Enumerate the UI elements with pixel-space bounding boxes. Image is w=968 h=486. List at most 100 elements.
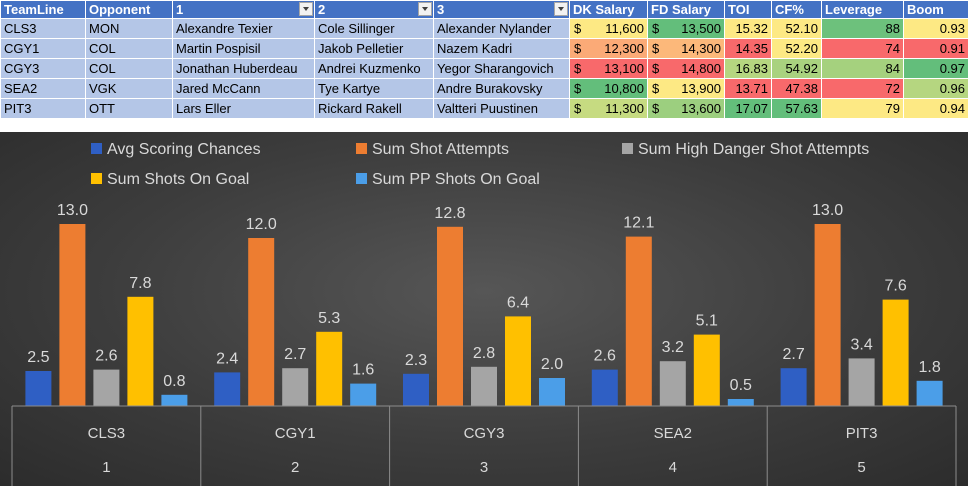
column-header-label: DK Salary bbox=[573, 2, 635, 17]
cell-cf[interactable]: 57.63 bbox=[771, 98, 822, 119]
cell-teamline[interactable]: CGY1 bbox=[0, 38, 86, 59]
column-header-6[interactable]: FD Salary bbox=[647, 0, 725, 19]
data-label: 5.3 bbox=[318, 310, 340, 327]
chart-area[interactable]: Avg Scoring Chances Sum Shot Attempts Sum … bbox=[0, 132, 968, 486]
cell-p1[interactable]: Jared McCann bbox=[172, 78, 315, 99]
column-header-1[interactable]: Opponent bbox=[85, 0, 173, 19]
column-header-10[interactable]: Boom bbox=[903, 0, 968, 19]
cell-leverage[interactable]: 79 bbox=[821, 98, 904, 119]
filter-dropdown-icon[interactable] bbox=[299, 2, 313, 16]
cell-teamline[interactable]: SEA2 bbox=[0, 78, 86, 99]
cell-opponent[interactable]: OTT bbox=[85, 98, 173, 119]
cell-cf[interactable]: 54.92 bbox=[771, 58, 822, 79]
data-label: 2.5 bbox=[27, 349, 49, 366]
cell-cf[interactable]: 52.10 bbox=[771, 18, 822, 39]
cell-p2[interactable]: Andrei Kuzmenko bbox=[314, 58, 434, 79]
cell-dk[interactable]: $11,600 bbox=[569, 18, 648, 39]
cell-leverage[interactable]: 72 bbox=[821, 78, 904, 99]
cell-teamline[interactable]: PIT3 bbox=[0, 98, 86, 119]
cell-boom[interactable]: 0.91 bbox=[903, 38, 968, 59]
currency-symbol: $ bbox=[652, 81, 660, 96]
cell-opponent[interactable]: MON bbox=[85, 18, 173, 39]
legend-label: Sum Shots On Goal bbox=[107, 171, 249, 188]
category-number-label: 4 bbox=[669, 459, 677, 476]
bar bbox=[505, 316, 531, 406]
category-number-label: 2 bbox=[291, 459, 299, 476]
cell-p1[interactable]: Martin Pospisil bbox=[172, 38, 315, 59]
cell-boom[interactable]: 0.97 bbox=[903, 58, 968, 79]
category-label: CGY1 bbox=[275, 425, 316, 442]
cell-cf[interactable]: 52.20 bbox=[771, 38, 822, 59]
cell-p3[interactable]: Valtteri Puustinen bbox=[433, 98, 570, 119]
cell-p3[interactable]: Nazem Kadri bbox=[433, 38, 570, 59]
cell-p3[interactable]: Yegor Sharangovich bbox=[433, 58, 570, 79]
cell-p3[interactable]: Alexander Nylander bbox=[433, 18, 570, 39]
cell-dk[interactable]: $13,100 bbox=[569, 58, 648, 79]
cell-p2[interactable]: Tye Kartye bbox=[314, 78, 434, 99]
bar bbox=[59, 224, 86, 406]
cell-leverage[interactable]: 74 bbox=[821, 38, 904, 59]
data-label: 7.6 bbox=[884, 278, 906, 295]
table-body: CLS3 MON Alexandre Texier Cole Sillinger Ale… bbox=[0, 18, 968, 119]
cell-toi[interactable]: 13.71 bbox=[724, 78, 772, 99]
cell-p2[interactable]: Jakob Pelletier bbox=[314, 38, 434, 59]
cell-fd[interactable]: $14,800 bbox=[647, 58, 725, 79]
cell-teamline[interactable]: CGY3 bbox=[0, 58, 86, 79]
bar bbox=[539, 378, 565, 406]
cell-boom[interactable]: 0.96 bbox=[903, 78, 968, 99]
legend-swatch bbox=[622, 143, 633, 154]
data-label: 5.1 bbox=[696, 313, 718, 330]
cell-toi[interactable]: 15.32 bbox=[724, 18, 772, 39]
table-row: SEA2 VGK Jared McCann Tye Kartye Andre Burak… bbox=[0, 78, 968, 99]
cell-dk[interactable]: $10,800 bbox=[569, 78, 648, 99]
clustered-bar-chart: Avg Scoring Chances Sum Shot Attempts Sum … bbox=[11, 141, 957, 486]
cell-dk[interactable]: $12,300 bbox=[569, 38, 648, 59]
bar bbox=[214, 372, 241, 406]
column-header-9[interactable]: Leverage bbox=[821, 0, 904, 19]
table-row: CGY1 COL Martin Pospisil Jakob Pelletier Naz… bbox=[0, 38, 968, 59]
cell-toi[interactable]: 16.83 bbox=[724, 58, 772, 79]
cell-fd[interactable]: $13,600 bbox=[647, 98, 725, 119]
cell-p2[interactable]: Rickard Rakell bbox=[314, 98, 434, 119]
column-header-7[interactable]: TOI bbox=[724, 0, 772, 19]
category-label: SEA2 bbox=[654, 425, 692, 442]
cell-boom[interactable]: 0.93 bbox=[903, 18, 968, 39]
column-header-4[interactable]: 3 bbox=[433, 0, 570, 19]
column-header-3[interactable]: 2 bbox=[314, 0, 434, 19]
bar bbox=[591, 369, 618, 406]
column-header-8[interactable]: CF% bbox=[771, 0, 822, 19]
cell-leverage[interactable]: 88 bbox=[821, 18, 904, 39]
cell-opponent[interactable]: VGK bbox=[85, 78, 173, 99]
cell-cf[interactable]: 47.38 bbox=[771, 78, 822, 99]
cell-p3[interactable]: Andre Burakovsky bbox=[433, 78, 570, 99]
cell-teamline[interactable]: CLS3 bbox=[0, 18, 86, 39]
column-header-5[interactable]: DK Salary bbox=[569, 0, 648, 19]
cell-opponent[interactable]: COL bbox=[85, 38, 173, 59]
cell-p2[interactable]: Cole Sillinger bbox=[314, 18, 434, 39]
cell-boom[interactable]: 0.94 bbox=[903, 98, 968, 119]
currency-symbol: $ bbox=[652, 101, 660, 116]
cell-fd[interactable]: $13,500 bbox=[647, 18, 725, 39]
cell-fd[interactable]: $13,900 bbox=[647, 78, 725, 99]
legend-swatch bbox=[356, 173, 367, 184]
category-number-label: 1 bbox=[102, 459, 110, 476]
filter-dropdown-icon[interactable] bbox=[418, 2, 432, 16]
cell-opponent[interactable]: COL bbox=[85, 58, 173, 79]
cell-fd[interactable]: $14,300 bbox=[647, 38, 725, 59]
filter-dropdown-icon[interactable] bbox=[554, 2, 568, 16]
cell-toi[interactable]: 17.07 bbox=[724, 98, 772, 119]
column-header-0[interactable]: TeamLine bbox=[0, 0, 86, 19]
cell-p1[interactable]: Jonathan Huberdeau bbox=[172, 58, 315, 79]
column-header-2[interactable]: 1 bbox=[172, 0, 315, 19]
bar bbox=[625, 236, 652, 406]
cell-leverage[interactable]: 84 bbox=[821, 58, 904, 79]
cell-p1[interactable]: Lars Eller bbox=[172, 98, 315, 119]
currency-symbol: $ bbox=[652, 21, 660, 36]
cell-p1[interactable]: Alexandre Texier bbox=[172, 18, 315, 39]
cell-value: 13,900 bbox=[681, 81, 721, 96]
table-row: CGY3 COL Jonathan Huberdeau Andrei Kuzmenko… bbox=[0, 58, 968, 79]
data-label: 6.4 bbox=[507, 294, 529, 311]
cell-toi[interactable]: 14.35 bbox=[724, 38, 772, 59]
column-header-label: 2 bbox=[318, 2, 326, 17]
cell-dk[interactable]: $11,300 bbox=[569, 98, 648, 119]
